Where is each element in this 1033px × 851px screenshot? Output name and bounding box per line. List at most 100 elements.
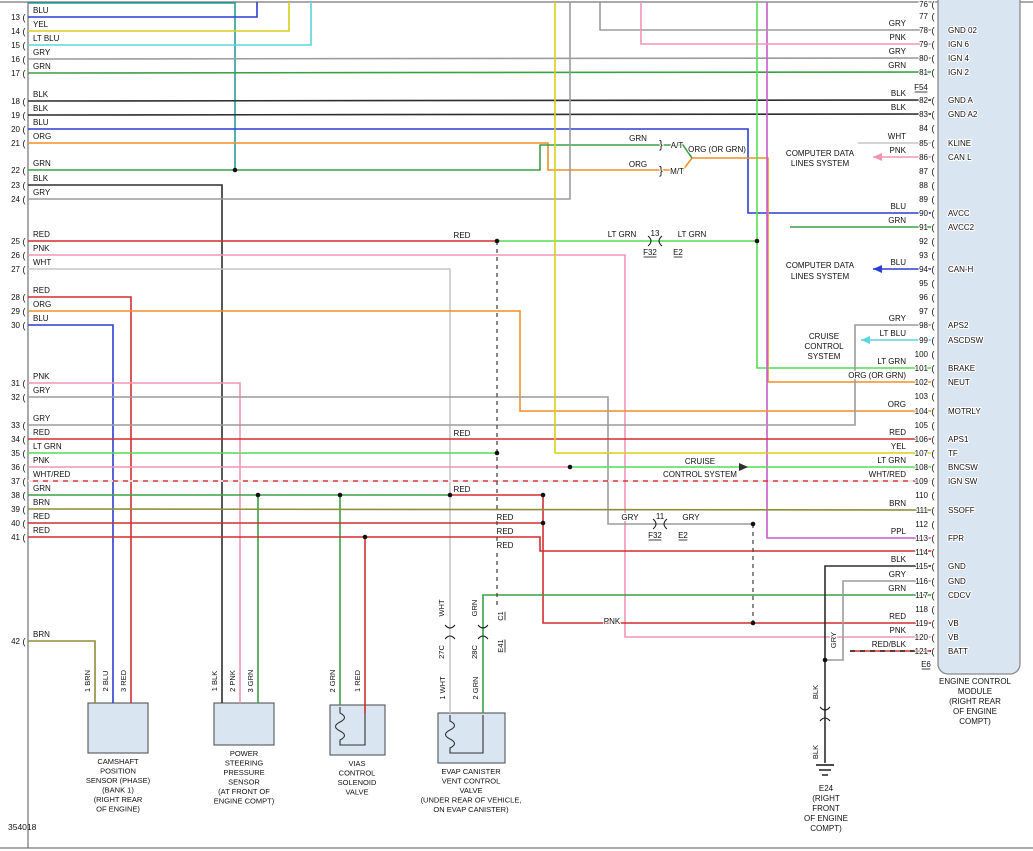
evap-canister-vent-control-valve-coil: [444, 715, 484, 754]
ecm-wire-color: GRY: [889, 314, 907, 323]
left-pin-bracket: (: [23, 637, 26, 647]
annotation: A/T: [671, 141, 684, 150]
left-pin-number: 33: [11, 421, 20, 430]
left-pin-bracket: (: [23, 166, 26, 176]
connector-symbol: [819, 706, 831, 711]
rotated-label: 2 GRN: [471, 677, 480, 700]
power-steering-pressure-sensor-caption: POWER: [230, 749, 259, 758]
ecm-pin-bracket: (: [932, 40, 935, 50]
left-pin-number: 15: [11, 41, 20, 50]
annotation: FRONT: [812, 804, 840, 813]
annotation: RED: [454, 429, 471, 438]
ecm-wire-color: LT GRN: [877, 357, 906, 366]
left-wire-color: LT BLU: [33, 34, 60, 43]
ecm-pin-number: 106: [915, 435, 929, 444]
junction-dot: [494, 238, 500, 244]
left-pin-number: 28: [11, 293, 20, 302]
wire-grn: [482, 594, 934, 713]
flow-arrow: [873, 265, 882, 273]
left-pin-bracket: (: [23, 379, 26, 389]
ecm-pin-name: MOTRLY: [948, 407, 981, 416]
left-pin-number: 37: [11, 477, 20, 486]
ecm-pin-name: ASCDSW: [948, 336, 984, 345]
left-wire-color: GRY: [33, 48, 51, 57]
wire-blk: [27, 99, 935, 102]
left-wire-color: PNK: [33, 244, 50, 253]
connector-symbol: [819, 717, 831, 722]
ecm-pin-number: 95: [919, 279, 928, 288]
ecm-pin-number: 109: [915, 477, 929, 486]
rotated-label: 1 RED: [353, 669, 362, 692]
wire-wht: [28, 268, 451, 713]
wire-red: [28, 296, 132, 703]
left-wire-color: PNK: [33, 456, 50, 465]
annotation: RED: [497, 513, 514, 522]
left-pin-bracket: (: [23, 27, 26, 37]
ecm-pin-number: 103: [915, 392, 929, 401]
power-steering-pressure-sensor-caption: SENSOR: [228, 778, 260, 787]
ecm-wire-color: GRY: [889, 570, 907, 579]
ecm-pin-bracket: (: [932, 68, 935, 78]
rotated-label: 3 RED: [119, 669, 128, 692]
ecm-pin-number: 108: [915, 463, 929, 472]
left-pin-number: 36: [11, 463, 20, 472]
wire-gry: [28, 396, 753, 525]
wire-gry: [28, 2, 571, 200]
ecm-pin-number: 116: [915, 577, 928, 586]
camshaft-position-sensor-caption: (RIGHT REAR: [94, 795, 143, 804]
left-wire-color: ORG: [33, 132, 51, 141]
junction-dot: [750, 620, 756, 626]
power-steering-pressure-sensor-caption: (AT FRONT OF: [218, 787, 270, 796]
ecm-wire-color: YEL: [891, 442, 907, 451]
ecm-pin-name: TF: [948, 449, 958, 458]
ecm-pin-bracket: (: [932, 520, 935, 530]
left-pin-bracket: (: [23, 321, 26, 331]
ecm-pin-number: 102: [915, 378, 929, 387]
left-wire-color: BLK: [33, 90, 49, 99]
ecm-wire-color: WHT/RED: [869, 470, 907, 479]
ecm-wire-color: LT BLU: [880, 329, 907, 338]
left-pin-bracket: (: [23, 125, 26, 135]
ecm-pin-number: 80: [919, 54, 928, 63]
ecm-pin-bracket: (: [932, 477, 935, 487]
wire-yel: [28, 2, 290, 32]
ecm-pin-bracket: (: [932, 12, 935, 22]
ecm-pin-bracket: (: [932, 153, 935, 163]
rotated-label: 1 WHT: [438, 676, 447, 700]
left-pin-bracket: (: [23, 307, 26, 317]
annotation: COMPUTER DATA: [786, 261, 855, 270]
rotated-label: 2 BLU: [101, 671, 110, 692]
ecm-pin-name: FPR: [948, 534, 964, 543]
junction-dot: [362, 534, 368, 540]
left-wire-color: GRY: [33, 414, 51, 423]
power-steering-pressure-sensor-caption: STEERING: [225, 759, 264, 768]
ecm-pin-number: 93: [919, 251, 928, 260]
ecm-pin-bracket: (: [932, 96, 935, 106]
connector-symbol: [477, 624, 489, 629]
ecm-wire-color: LT GRN: [877, 456, 906, 465]
left-wire-color: WHT/RED: [33, 470, 71, 479]
left-pin-bracket: (: [23, 505, 26, 515]
vias-control-solenoid-valve-caption: VALVE: [345, 788, 368, 797]
left-wire-color: BLU: [33, 6, 49, 15]
rotated-label: 1 BRN: [83, 670, 92, 692]
wire-blk: [824, 565, 934, 763]
left-pin-number: 19: [11, 111, 20, 120]
ecm-wire-color: BLU: [890, 202, 906, 211]
ecm-pin-bracket: (: [932, 605, 935, 615]
ecm-wire-color: WHT: [888, 132, 906, 141]
annotation: GRY: [682, 513, 700, 522]
ecm-pin-number: 87: [919, 167, 928, 176]
left-pin-number: 40: [11, 519, 20, 528]
power-steering-pressure-sensor-caption: ENGINE COMPT): [214, 797, 275, 806]
ecm-pin-bracket: (: [932, 54, 935, 64]
annotation: CONTROL SYSTEM: [663, 470, 737, 479]
ecm-caption: OF ENGINE: [953, 707, 997, 716]
rotated-label: GRY: [829, 632, 838, 648]
wire-org: [28, 142, 693, 171]
connector-symbol: [477, 635, 489, 640]
left-pin-number: 41: [11, 533, 20, 542]
ecm-caption: MODULE: [958, 687, 992, 696]
annotation: }: [659, 139, 663, 151]
wire-pnk: [28, 254, 934, 638]
